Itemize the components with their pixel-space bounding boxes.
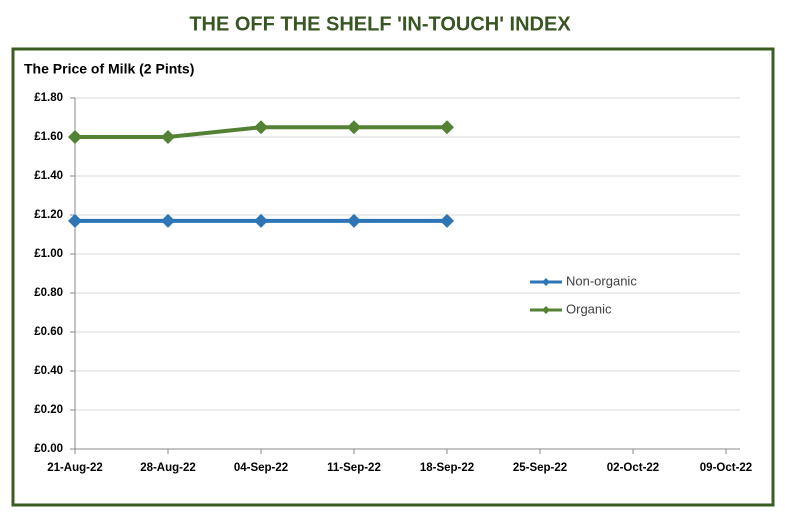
point-marker (68, 213, 82, 228)
legend-label: Non-organic (566, 273, 637, 288)
x-tick-label: 04-Sep-22 (234, 462, 288, 474)
x-tick-label: 25-Sep-22 (513, 462, 567, 474)
x-tick-label: 21-Aug-22 (47, 462, 103, 474)
point-marker (347, 213, 361, 228)
legend-marker (542, 278, 550, 286)
y-tick-label: £0.00 (34, 443, 63, 455)
y-tick-label: £0.60 (34, 326, 63, 338)
point-marker (347, 120, 361, 135)
legend-label: Organic (566, 301, 612, 316)
point-marker (161, 213, 175, 228)
point-marker (440, 213, 454, 228)
y-tick-label: £1.60 (34, 131, 63, 143)
x-tick-label: 02-Oct-22 (607, 462, 659, 474)
x-tick-label: 28-Aug-22 (140, 462, 196, 474)
point-marker (440, 120, 454, 135)
chart-title: The Price of Milk (2 Pints) (24, 61, 194, 77)
y-tick-label: £1.40 (34, 170, 63, 182)
y-tick-label: £0.20 (34, 404, 63, 416)
page-title: THE OFF THE SHELF 'IN-TOUCH' INDEX (189, 13, 571, 35)
y-tick-label: £1.80 (34, 92, 63, 104)
x-tick-label: 09-Oct-22 (700, 462, 752, 474)
y-tick-label: £1.20 (34, 209, 63, 221)
x-tick-label: 18-Sep-22 (420, 462, 474, 474)
point-marker (161, 130, 175, 144)
legend-marker (542, 306, 550, 314)
y-tick-label: £0.40 (34, 365, 63, 377)
point-marker (254, 213, 268, 228)
point-marker (254, 120, 268, 135)
y-tick-label: £1.00 (34, 248, 63, 260)
y-tick-label: £0.80 (34, 287, 63, 299)
chart-frame (11, 47, 775, 507)
x-tick-label: 11-Sep-22 (327, 462, 381, 474)
point-marker (68, 130, 82, 144)
